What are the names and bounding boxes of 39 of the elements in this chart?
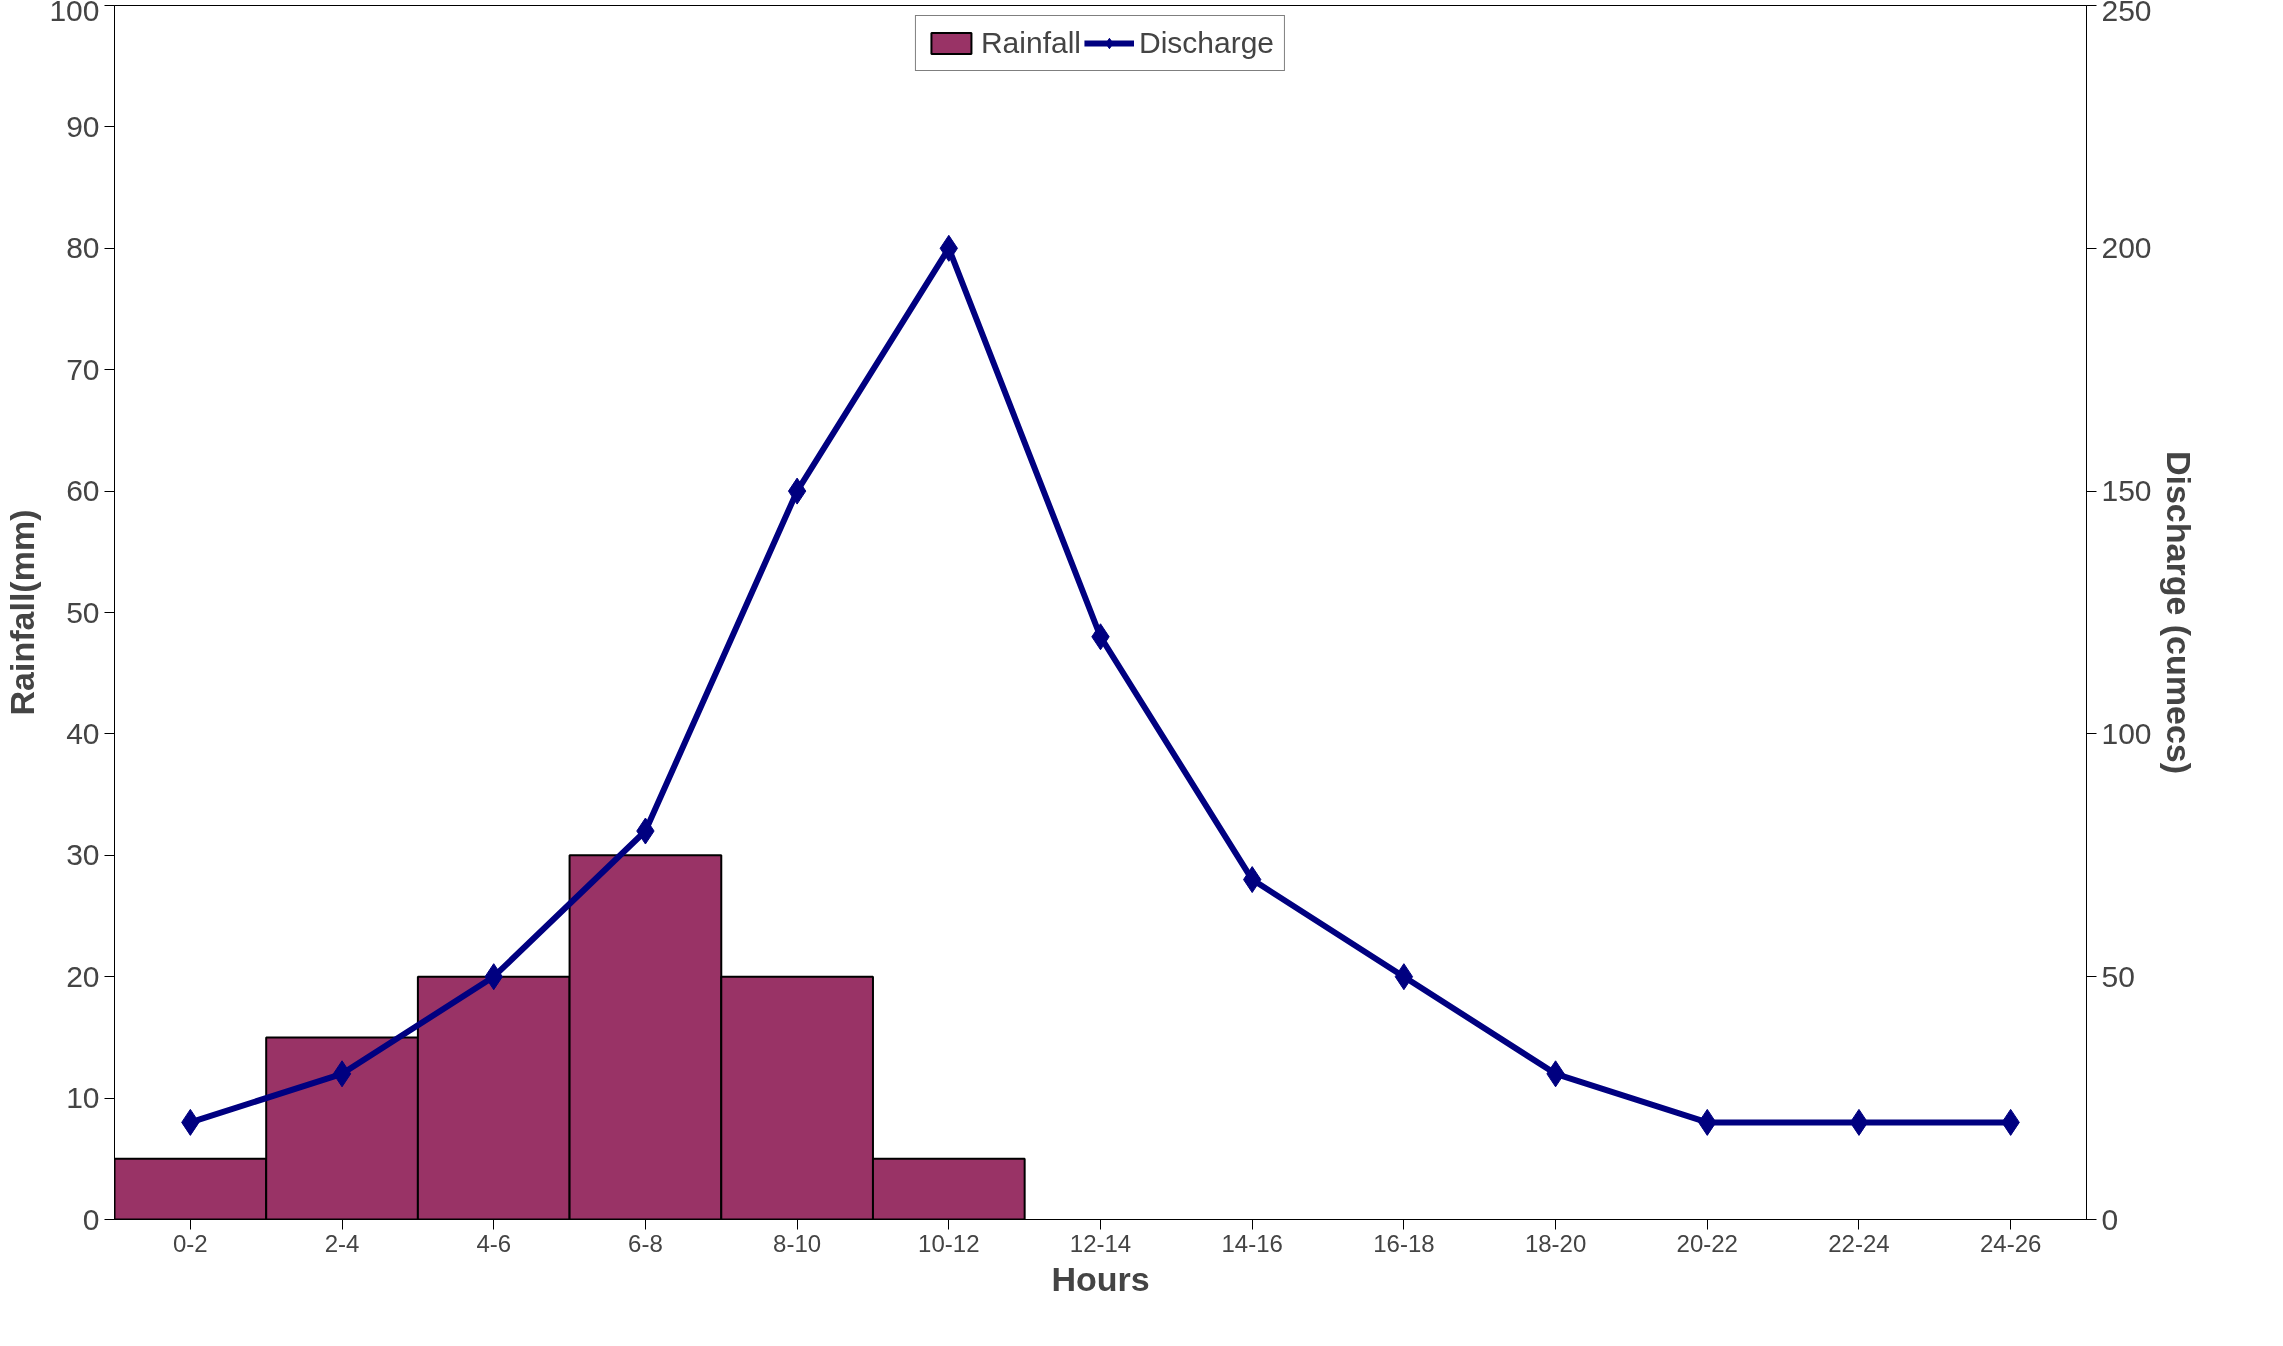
- y2-tick-label: 50: [2101, 959, 2135, 993]
- x-tick-label: 0-2: [173, 1229, 208, 1257]
- x-tick-label: 16-18: [1373, 1229, 1435, 1257]
- x-axis-title: Hours: [1051, 1259, 1150, 1298]
- y2-tick-label: 200: [2101, 231, 2152, 265]
- y-tick-label: 20: [66, 959, 100, 993]
- y2-tick-label: 250: [2101, 0, 2152, 27]
- y-tick-label: 90: [66, 109, 100, 143]
- y-tick-label: 0: [82, 1202, 100, 1236]
- point: [787, 477, 807, 505]
- y-tick-label: 100: [49, 0, 100, 27]
- point: [332, 1060, 352, 1088]
- x-tick-label: 24-26: [1979, 1229, 2042, 1257]
- point: [1849, 1108, 1869, 1136]
- x-tick-label: 22-24: [1828, 1229, 1890, 1257]
- x-tick-label: 4-6: [476, 1229, 512, 1257]
- y-tick-label: 50: [66, 595, 100, 629]
- y2-axis-title: Discharge (cumecs): [2159, 450, 2198, 775]
- x-tick-label: 20-22: [1676, 1229, 1738, 1257]
- x-tick-label: 12-14: [1069, 1229, 1132, 1257]
- y2-tick-label: 0: [2101, 1202, 2119, 1236]
- x-tick-label: 14-16: [1221, 1229, 1283, 1257]
- y-axis-title: Rainfall(mm): [3, 509, 42, 716]
- legend-label: Rainfall: [980, 26, 1081, 60]
- x-tick-label: 18-20: [1524, 1229, 1587, 1257]
- legend-label: Discharge: [1139, 26, 1275, 60]
- y-tick-label: 30: [66, 838, 100, 872]
- x-tick-label: 10-12: [918, 1229, 980, 1257]
- x-tick-label: 6-8: [628, 1229, 663, 1257]
- y-tick-label: 70: [66, 352, 100, 386]
- x-tick-label: 2-4: [324, 1229, 360, 1257]
- y-tick-label: 80: [66, 231, 100, 265]
- y2-tick-label: 150: [2101, 474, 2152, 508]
- y2-tick-label: 100: [2101, 716, 2152, 750]
- point: [1394, 963, 1414, 991]
- x-tick-label: 8-10: [773, 1229, 822, 1257]
- y-tick-label: 10: [66, 1081, 100, 1115]
- y-tick-label: 60: [66, 474, 100, 508]
- y-tick-label: 40: [66, 716, 100, 750]
